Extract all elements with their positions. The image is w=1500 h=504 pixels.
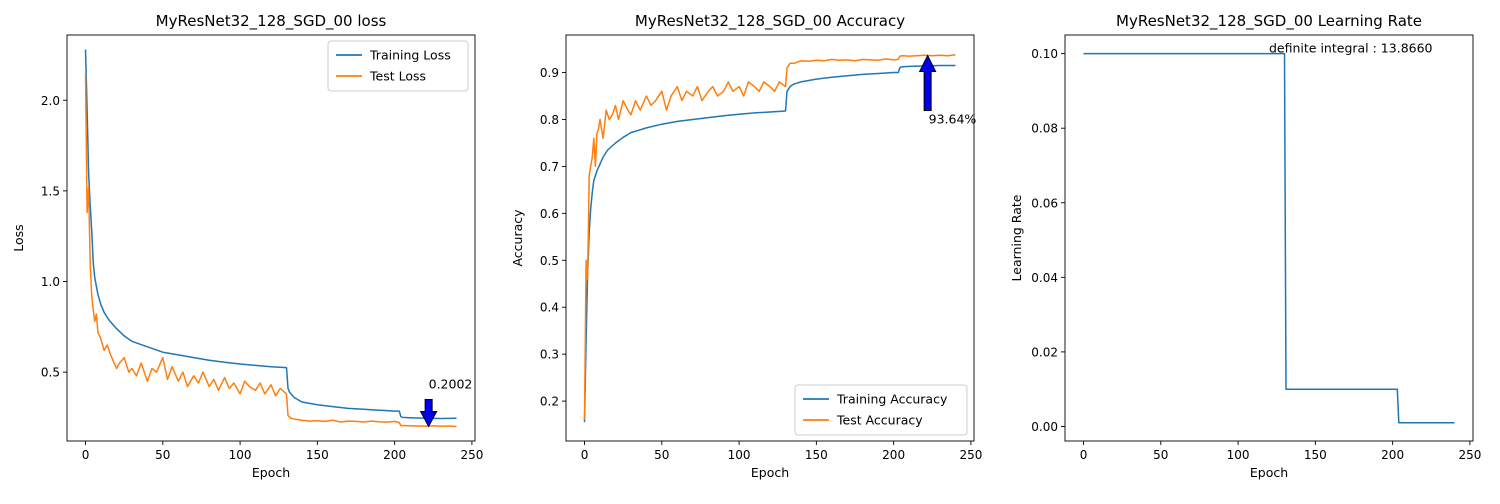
x-tick-label: 250 [1458,448,1481,462]
y-tick-label: 0.4 [540,301,559,315]
annotation-arrow-shape [918,54,937,111]
y-tick-label: 1.0 [41,275,60,289]
x-tick-label: 100 [1227,448,1250,462]
y-tick-label: 0.06 [1031,196,1058,210]
y-tick-label: 2.0 [41,94,60,108]
x-axis-label: Epoch [751,465,789,480]
y-tick-label: 0.9 [540,66,559,80]
x-tick-label: 200 [383,448,406,462]
x-tick-label: 50 [654,448,669,462]
series-line-2 [84,73,457,428]
legend-label: Training Accuracy [836,392,948,407]
x-tick-label: 50 [1153,448,1168,462]
chart-panel-1: MyResNet32_128_SGD_00 loss 0 50 100 150 200 25… [11,12,483,480]
y-axis-label: Learning Rate [1009,194,1024,281]
series-line-1 [583,64,956,423]
x-tick-label: 150 [1304,448,1327,462]
annotation-arrow-shape [419,398,438,428]
chart-title: MyResNet32_128_SGD_00 loss [156,12,387,31]
y-tick-label: 0.5 [41,366,60,380]
y-tick-label: 0.7 [540,160,559,174]
x-tick-label: 100 [229,448,252,462]
y-tick-label: 0.04 [1031,271,1058,285]
annotation-label: 0.2002 [429,376,473,391]
y-tick-label: 0.3 [540,348,559,362]
annotation-label: 93.64% [929,111,977,126]
y-axis-label: Accuracy [510,209,525,267]
legend: Training Loss Test Loss [327,40,469,92]
x-tick-label: 150 [805,448,828,462]
x-tick-label: 0 [82,448,90,462]
y-tick-label: 0.10 [1031,47,1058,61]
x-axis-label: Epoch [252,465,290,480]
legend-label: Training Loss [369,48,451,63]
axes-frame [1064,34,1474,442]
x-tick-label: 200 [882,448,905,462]
legend-box [794,384,968,436]
series-line-1 [1083,52,1455,424]
y-tick-label: 1.5 [41,184,60,198]
x-tick-label: 0 [581,448,589,462]
min-loss-arrow [419,398,438,428]
chart-title: MyResNet32_128_SGD_00 Learning Rate [1116,12,1422,31]
y-tick-label: 0.08 [1031,122,1058,136]
y-tick-label: 0.00 [1031,420,1058,434]
axes-frame [565,34,975,442]
max-accuracy-arrow [918,54,937,111]
annotation-label: definite integral : 13.8660 [1269,41,1433,56]
x-tick-label: 250 [460,448,483,462]
x-tick-label: 50 [155,448,170,462]
chart-panel-3: MyResNet32_128_SGD_00 Learning Rate 0 50 10… [1009,12,1481,480]
x-tick-label: 200 [1381,448,1404,462]
y-tick-label: 0.6 [540,207,559,221]
y-axis-label: Loss [11,224,26,251]
x-tick-label: 0 [1080,448,1088,462]
legend-box [327,40,469,92]
x-axis-label: Epoch [1250,465,1288,480]
x-tick-label: 250 [959,448,982,462]
x-tick-label: 150 [306,448,329,462]
chart-panel-2: MyResNet32_128_SGD_00 Accuracy 0 50 100 150 2… [510,12,982,480]
x-tick-label: 100 [728,448,751,462]
axes-frame [66,34,476,442]
legend: Training Accuracy Test Accuracy [794,384,968,436]
y-tick-label: 0.8 [540,113,559,127]
y-tick-label: 0.02 [1031,345,1058,359]
legend-label: Test Accuracy [836,413,923,428]
y-tick-label: 0.5 [540,254,559,268]
series-line-2 [583,53,956,420]
y-tick-label: 0.2 [540,395,559,409]
series-line-1 [84,49,457,420]
legend-label: Test Loss [369,69,426,84]
chart-title: MyResNet32_128_SGD_00 Accuracy [635,12,905,31]
